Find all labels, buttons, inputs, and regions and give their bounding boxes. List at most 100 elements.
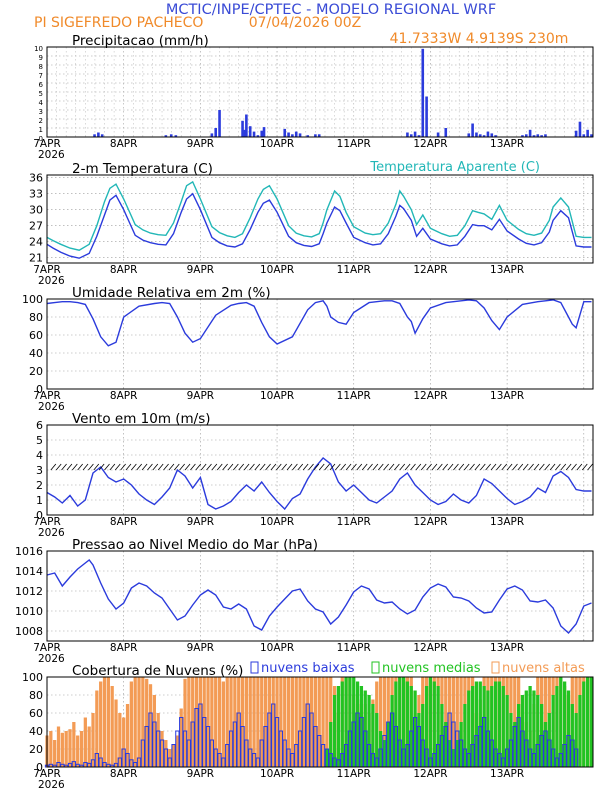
wind-barb (469, 463, 475, 471)
cloud-bar-0 (382, 677, 387, 767)
x-tick-label: 8APR (110, 138, 138, 150)
plot-frame (46, 46, 594, 138)
panel-5: 1008 1010 1012 1014 1016 Pressao ao Nivel Med… (15, 537, 594, 665)
wind-barb (420, 463, 427, 471)
cloud-bar-0 (102, 677, 107, 767)
wind-barb (329, 463, 336, 471)
header-run: 07/04/2026 00Z (249, 15, 362, 31)
header-location: PI SIGEFREDO PACHECO (34, 15, 203, 31)
y-tick-label: 1014 (15, 565, 43, 578)
wind-barb (265, 463, 271, 471)
precip-bar (248, 126, 252, 137)
cloud-bar-0 (129, 681, 133, 767)
series-line-1 (46, 192, 592, 259)
cloud-bar-1 (355, 681, 360, 767)
cloud-bar-1 (336, 686, 341, 767)
wind-barb (168, 463, 175, 471)
cloud-bar-1 (524, 690, 528, 767)
wind-barb (447, 463, 454, 471)
wind-barb (565, 463, 572, 471)
x-tick-label: 11APR (337, 264, 371, 276)
precip-bar (417, 135, 421, 137)
y-tick-label: 2 (39, 117, 43, 125)
cloud-bar-0 (175, 735, 179, 767)
cloud-bar-0 (164, 740, 168, 767)
y-tick-label: 20 (29, 743, 43, 756)
wind-barb (93, 463, 100, 471)
wind-barb (286, 463, 293, 471)
y-tick-label: 1016 (15, 545, 43, 558)
wind-barb (351, 463, 357, 471)
wind-barb (517, 463, 524, 471)
cloud-bar-0 (202, 677, 206, 767)
x-tick-label: 7APR (33, 642, 61, 654)
panel-title: Cobertura de Nuvens (%) (72, 663, 243, 679)
series-line-0 (46, 299, 592, 347)
wind-barb (399, 463, 406, 471)
cloud-bar-1 (455, 740, 459, 767)
cloud-bar-1 (566, 690, 571, 767)
x-tick-label: 11APR (337, 516, 371, 528)
y-tick-label: 60 (29, 329, 43, 342)
precip-bar (475, 132, 478, 137)
wind-barb (206, 463, 212, 471)
panel-title: 2-m Temperatura (C) (72, 161, 213, 177)
x-tick-label: 7APR (33, 264, 61, 276)
y-tick-label: 7 (39, 72, 43, 80)
x-tick-label: 12APR (413, 138, 447, 150)
cloud-bar-0 (240, 677, 245, 767)
wind-barb (388, 463, 395, 471)
x-year-label: 2026 (38, 653, 65, 665)
cloud-bar-0 (183, 678, 187, 767)
cloud-bar-0 (206, 677, 210, 767)
precip-bar (317, 134, 321, 137)
cloud-bar-0 (99, 681, 103, 767)
precip-bar (314, 134, 317, 137)
x-tick-label: 11APR (337, 642, 371, 654)
y-tick-label: 20 (29, 365, 43, 378)
cloud-bar-0 (53, 740, 57, 767)
panel-2: 21 24 27 30 33 36 2-m Temperatura (C) 7APR 8APR 9… (29, 161, 594, 287)
precip-bar (256, 135, 260, 137)
precip-bar (93, 134, 96, 137)
wind-barb (479, 463, 486, 471)
wind-barb (184, 463, 191, 471)
wind-barb (410, 463, 416, 471)
precip-bar (262, 127, 266, 137)
cloud-bar-0 (49, 731, 53, 767)
cloud-bar-0 (118, 713, 122, 767)
wind-barb (528, 463, 534, 471)
cloud-legend-label: nuvens medias (382, 661, 481, 676)
cloud-bar-1 (413, 690, 417, 767)
x-tick-label: 8APR (110, 516, 138, 528)
precip-bar (436, 132, 440, 137)
cloud-bar-1 (390, 695, 394, 767)
y-tick-label: 80 (29, 689, 43, 702)
y-tick-label: 0 (36, 761, 43, 774)
cloud-bar-0 (309, 677, 314, 767)
header-title: MCTIC/INPE/CPTEC - MODELO REGIONAL WRF (166, 2, 496, 18)
precip-bar (283, 128, 287, 137)
wind-barb (61, 463, 67, 471)
y-tick-label: 6 (36, 419, 43, 432)
wind-barb (254, 463, 261, 471)
wind-barb (211, 463, 218, 471)
cloud-bar-0 (302, 677, 306, 767)
wind-barb (490, 463, 497, 471)
precip-bar (100, 134, 104, 137)
cloud-bar-0 (321, 677, 325, 767)
cloud-bar-1 (532, 690, 536, 767)
wind-barb (233, 463, 239, 471)
x-tick-label: 13APR (490, 516, 524, 528)
wind-barb (173, 463, 180, 471)
y-tick-label: 5 (39, 90, 43, 98)
cloud-bar-0 (229, 677, 233, 767)
cloud-bar-0 (60, 732, 64, 767)
x-tick-label: 11APR (337, 138, 371, 150)
cloud-bar-1 (348, 677, 352, 767)
precip-bar (287, 132, 290, 137)
cloud-bar-0 (217, 677, 222, 767)
wind-barb (549, 463, 556, 471)
cloud-bar-1 (490, 686, 494, 767)
wind-barb (560, 463, 567, 471)
